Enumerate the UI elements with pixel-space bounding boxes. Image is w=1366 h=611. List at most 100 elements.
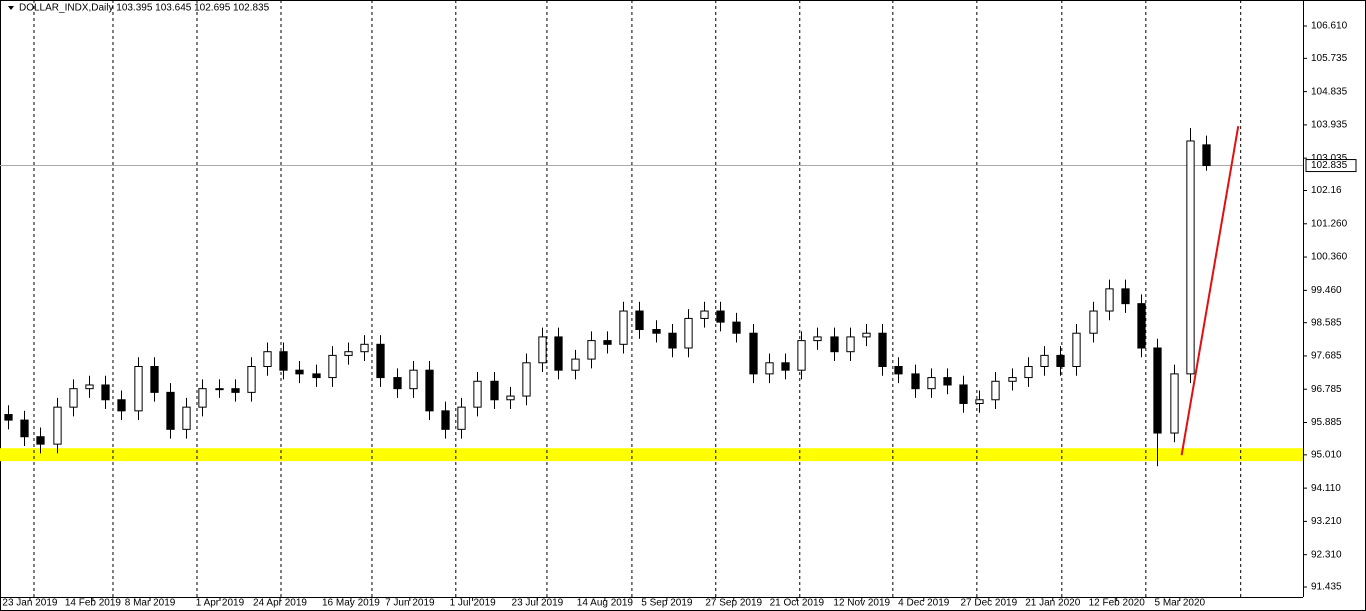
menu-arrow[interactable] <box>8 6 14 10</box>
candle-body <box>765 362 774 375</box>
x-tick-label: 12 Feb 2020 <box>1089 598 1146 609</box>
candle-body <box>878 332 887 367</box>
y-tick-label: 99.460 <box>1311 285 1342 296</box>
candle-body <box>522 362 531 397</box>
candle-body <box>781 362 790 371</box>
x-tick-label: 12 Nov 2019 <box>833 598 890 609</box>
candle-body <box>862 332 871 338</box>
candle-body <box>360 343 369 353</box>
candle-body <box>425 369 434 412</box>
candle-body <box>538 336 547 364</box>
candle-body <box>1153 347 1162 434</box>
chart-title: DOLLAR_INDX,Daily 103.395 103.645 102.69… <box>19 3 270 14</box>
candle-body <box>635 310 644 331</box>
candle-body <box>813 336 822 342</box>
x-tick-label: 16 May 2019 <box>322 598 380 609</box>
candle-body <box>263 351 272 367</box>
x-tick-label: 24 Apr 2019 <box>253 598 307 609</box>
x-tick-label: 21 Oct 2019 <box>770 598 825 609</box>
candle-body <box>231 388 240 393</box>
x-tick-label: 4 Dec 2019 <box>898 598 950 609</box>
candle-body <box>215 388 224 391</box>
candle-body <box>749 332 758 375</box>
candle-body <box>182 406 191 430</box>
candle-body <box>846 336 855 353</box>
price-label-box <box>1305 159 1357 173</box>
candle-body <box>797 340 806 371</box>
candle-body <box>457 406 466 430</box>
x-tick-label: 1 Apr 2019 <box>196 598 245 609</box>
candle-body <box>101 384 110 401</box>
x-tick-label: 8 Mar 2019 <box>125 598 176 609</box>
candle-body <box>247 365 256 393</box>
y-tick-label: 91.435 <box>1311 582 1342 593</box>
y-tick-label: 103.935 <box>1311 120 1348 131</box>
candle-body <box>619 310 628 345</box>
x-tick-label: 5 Mar 2020 <box>1155 598 1206 609</box>
candle-body <box>911 373 920 390</box>
candle-body <box>1137 303 1146 349</box>
x-tick-label: 21 Jan 2020 <box>1025 598 1080 609</box>
candle-body <box>328 354 337 379</box>
y-tick-label: 95.010 <box>1311 449 1342 460</box>
candle-body <box>1186 140 1195 375</box>
candle-body <box>830 336 839 353</box>
candle-body <box>53 406 62 445</box>
candle-body <box>1121 288 1130 305</box>
candle-body <box>198 388 207 408</box>
x-tick-label: 14 Aug 2019 <box>577 598 634 609</box>
price-label: 102.835 <box>1311 160 1348 171</box>
candle-body <box>700 310 709 319</box>
candle-body <box>166 391 175 430</box>
candle-body <box>150 365 159 393</box>
candle-body <box>991 380 1000 401</box>
y-tick-label: 101.260 <box>1311 218 1348 229</box>
candle-body <box>36 436 45 445</box>
candle-body <box>716 310 725 323</box>
candle-body <box>69 388 78 408</box>
candle-body <box>684 317 693 349</box>
candle-body <box>134 365 143 412</box>
candle-body <box>344 351 353 356</box>
y-tick-label: 100.360 <box>1311 252 1348 263</box>
candle-body <box>1056 354 1065 367</box>
candle-body <box>1170 373 1179 434</box>
trendline <box>1180 126 1240 456</box>
candle-body <box>943 377 952 386</box>
x-tick-label: 27 Dec 2019 <box>960 598 1017 609</box>
candle-body <box>959 384 968 404</box>
candle-body <box>1202 144 1211 167</box>
candle-body <box>312 373 321 379</box>
candle-body <box>652 329 661 334</box>
y-tick-label: 103.035 <box>1311 153 1348 164</box>
candle-body <box>603 340 612 345</box>
candle-body <box>1040 354 1049 367</box>
x-tick-label: 1 Jul 2019 <box>450 598 497 609</box>
candle-body <box>85 384 94 390</box>
candle-body <box>295 369 304 375</box>
x-tick-label: 27 Sep 2019 <box>705 598 762 609</box>
y-tick-label: 93.210 <box>1311 516 1342 527</box>
candle-body <box>441 410 450 430</box>
x-tick-label: 23 Jan 2019 <box>2 598 57 609</box>
candle-body <box>1072 332 1081 367</box>
candle-body <box>668 332 677 349</box>
candle-body <box>1105 288 1114 312</box>
y-tick-label: 102.16 <box>1311 185 1342 196</box>
candle-body <box>1024 365 1033 379</box>
candle-body <box>975 399 984 404</box>
candle-body <box>279 351 288 371</box>
x-tick-label: 5 Sep 2019 <box>641 598 693 609</box>
candle-body <box>490 380 499 401</box>
x-tick-label: 7 Jun 2019 <box>385 598 435 609</box>
y-tick-label: 97.685 <box>1311 351 1342 362</box>
candle-body <box>473 380 482 408</box>
candle-body <box>732 321 741 334</box>
y-tick-label: 106.610 <box>1311 21 1348 32</box>
candle-body <box>20 419 29 438</box>
candle-body <box>927 377 936 390</box>
support-zone <box>0 448 1303 462</box>
